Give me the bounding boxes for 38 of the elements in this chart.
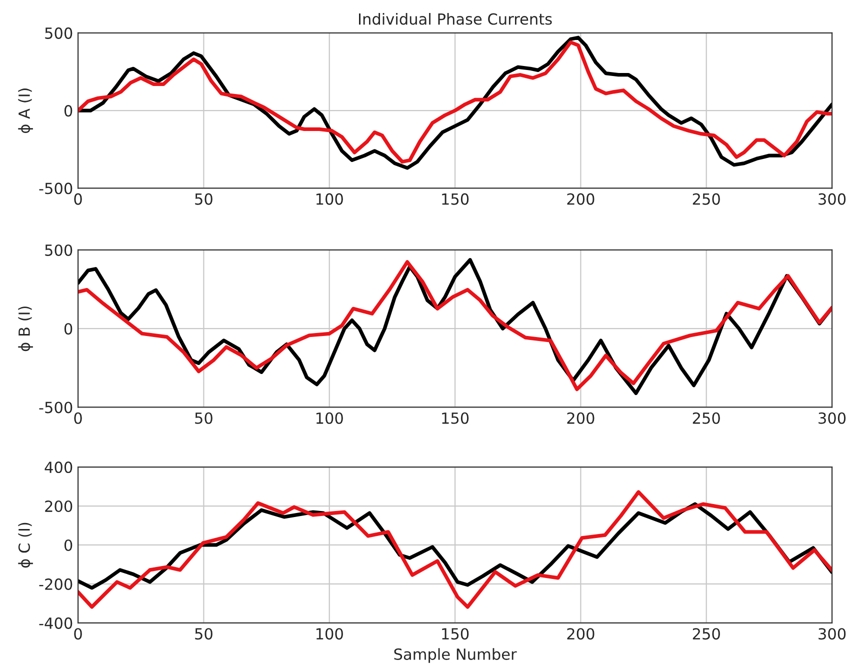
x-tick-label: 250 — [692, 628, 720, 640]
x-tick-label: 100 — [316, 412, 343, 424]
x-tick-label: 50 — [195, 628, 212, 640]
y-tick-label: 0 — [64, 539, 72, 552]
x-tick-label: 200 — [567, 412, 594, 424]
x-axis-title: Sample Number — [394, 648, 517, 663]
x-tick-label: 150 — [442, 628, 469, 640]
x-tick-label: 0 — [74, 628, 82, 640]
x-tick-label: 0 — [74, 193, 82, 205]
y-tick-label: -500 — [39, 402, 72, 414]
line-series — [78, 490, 832, 609]
x-tick-label: 150 — [442, 193, 469, 205]
y-tick-label: 400 — [44, 462, 72, 474]
x-tick-label: 50 — [195, 193, 212, 205]
y-tick-label: 0 — [64, 105, 72, 117]
x-tick-label: 200 — [567, 628, 594, 640]
chart-title: Individual Phase Currents — [358, 12, 552, 25]
y-axis-title: ϕ B (I) — [18, 306, 33, 352]
y-tick-label: -500 — [39, 182, 72, 194]
x-tick-label: 50 — [195, 412, 212, 424]
y-axis-title: ϕ A (I) — [18, 88, 33, 134]
x-tick-label: 100 — [316, 193, 343, 205]
y-tick-label: 200 — [45, 500, 72, 512]
y-tick-label: 500 — [45, 27, 72, 39]
x-tick-label: 100 — [316, 628, 343, 640]
y-axis-title: ϕ C (I) — [18, 522, 33, 568]
x-tick-label: 300 — [818, 412, 846, 424]
x-tick-label: 150 — [442, 412, 469, 424]
y-tick-label: -200 — [39, 578, 72, 590]
x-tick-label: 200 — [567, 193, 594, 205]
x-tick-label: 250 — [692, 412, 720, 424]
y-tick-label: 0 — [64, 323, 72, 335]
y-tick-label: 500 — [45, 244, 72, 256]
x-tick-label: 300 — [818, 193, 846, 205]
x-tick-label: 300 — [818, 628, 846, 640]
x-tick-label: 0 — [74, 412, 82, 424]
y-tick-label: -400 — [39, 617, 72, 629]
x-tick-label: 250 — [692, 193, 720, 205]
